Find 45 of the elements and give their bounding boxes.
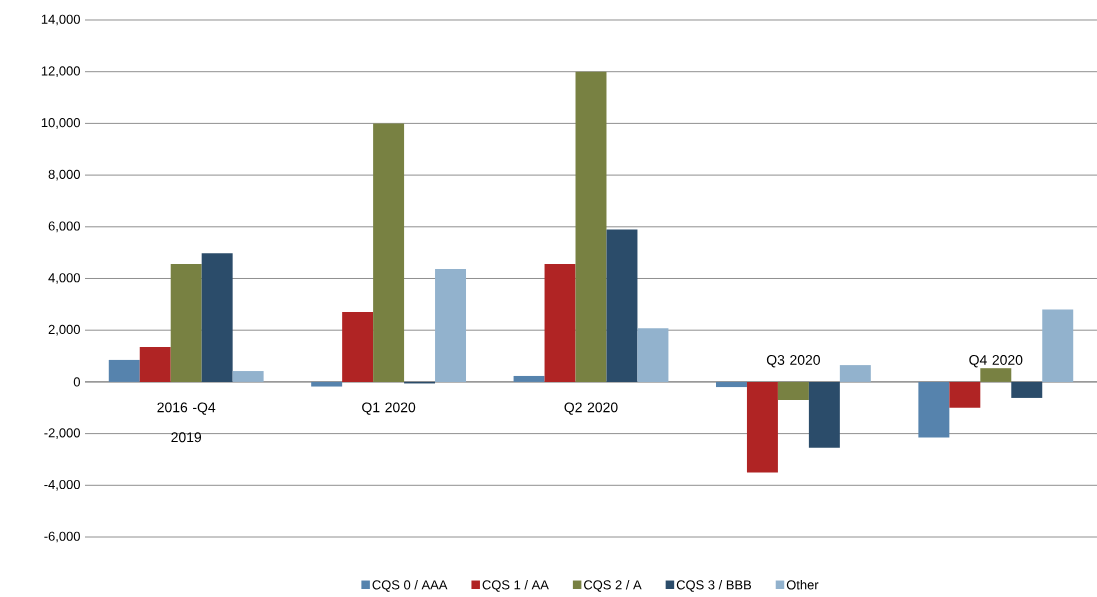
bar — [575, 71, 607, 382]
x-tick-label: Q1 2020 — [362, 402, 416, 415]
bar — [1042, 309, 1074, 382]
bar — [777, 381, 809, 400]
bar — [606, 229, 638, 382]
y-tick-label: 6,000 — [48, 221, 80, 233]
y-tick-label: -6,000 — [44, 531, 80, 543]
bar — [108, 359, 140, 382]
bar — [544, 264, 576, 382]
y-tick-label: 14,000 — [41, 14, 80, 26]
legend-label: Other — [786, 579, 819, 590]
bar — [808, 381, 840, 448]
legend-label: CQS 1 / AA — [482, 579, 549, 592]
y-tick-label: -4,000 — [44, 479, 80, 491]
bar — [715, 381, 747, 388]
y-tick-label: 12,000 — [41, 66, 80, 78]
bar — [746, 381, 778, 473]
bar — [1011, 381, 1043, 398]
bar — [139, 347, 171, 382]
y-tick-label: 0 — [73, 377, 80, 387]
bar — [949, 381, 981, 408]
bar — [170, 264, 202, 382]
bar — [918, 381, 950, 438]
bar — [980, 368, 1012, 382]
x-tick-label: Q2 2020 — [564, 402, 618, 415]
bar — [637, 328, 669, 382]
legend-label: CQS 2 / A — [584, 579, 642, 592]
legend-label: CQS 0 / AAA — [372, 579, 448, 592]
bar — [839, 365, 871, 382]
y-tick-label: 10,000 — [41, 118, 80, 129]
y-tick-label: 8,000 — [48, 169, 80, 181]
x-tick-label: Q3 2020 — [766, 355, 820, 368]
bar — [513, 375, 545, 382]
y-tick-label: -2,000 — [44, 428, 80, 439]
bar — [311, 381, 343, 387]
bar — [373, 123, 405, 382]
y-tick-label: 4,000 — [48, 273, 80, 284]
bar — [201, 253, 233, 382]
legend-label: CQS 3 / BBB — [676, 579, 752, 592]
y-tick-label: 2,000 — [48, 324, 80, 336]
x-tick-label: Q4 2020 — [969, 355, 1023, 368]
category-label: 2016 -Q4 2019 — [157, 402, 216, 443]
bar — [435, 268, 467, 382]
bar — [342, 312, 374, 382]
bar — [232, 371, 264, 382]
